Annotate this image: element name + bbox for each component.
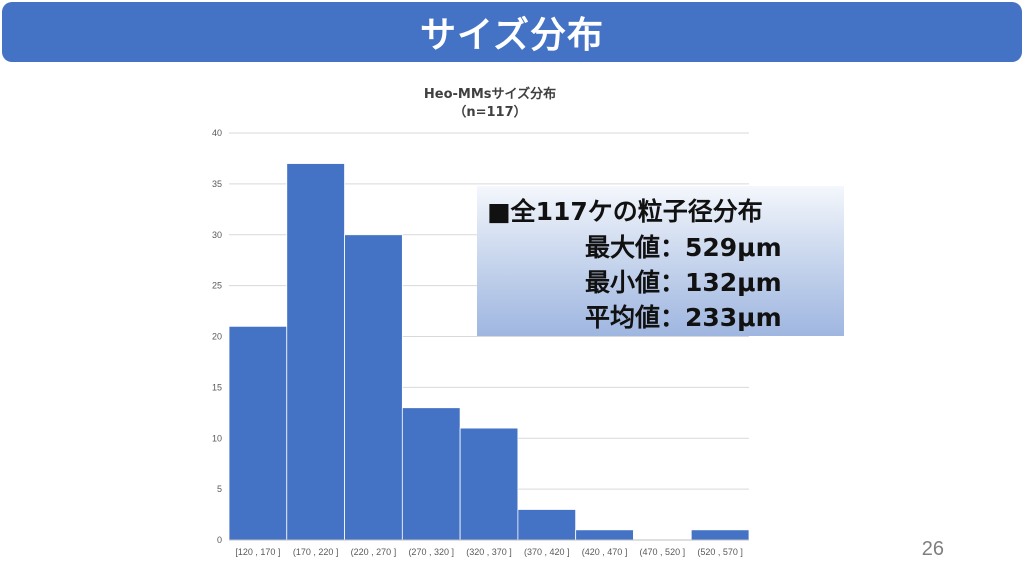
x-category-label: (420 , 470 ] [582,547,628,557]
chart-subtitle: （n=117） [453,105,527,120]
x-category-label: [120 , 170 ] [235,547,280,557]
histogram-bar [517,509,577,541]
y-tick-label: 20 [212,332,222,342]
stats-max: 最大値：529μm [585,233,782,262]
stats-info-box: ■全117ケの粒子径分布 最大値：529μm 最小値：132μm 平均値：233… [477,186,844,336]
slide-title-bar: サイズ分布 [2,2,1022,62]
x-category-label: (320 , 370 ] [466,547,512,557]
histogram-bar [575,529,634,541]
y-tick-label: 35 [212,179,222,189]
x-category-label: (270 , 320 ] [408,547,454,557]
histogram-bar [459,427,519,541]
x-category-label: (170 , 220 ] [293,547,339,557]
histogram-bar [690,529,750,541]
x-category-label: (220 , 270 ] [351,547,397,557]
chart-title: Heo-MMsサイズ分布 [423,87,557,102]
y-tick-label: 30 [212,230,222,240]
stats-mean: 平均値：233μm [585,303,782,332]
stats-heading: ■全117ケの粒子径分布 [487,197,763,226]
y-tick-label: 0 [217,535,222,545]
x-category-label: (370 , 420 ] [524,547,570,557]
slide-title: サイズ分布 [420,15,604,56]
y-tick-label: 10 [212,433,222,443]
chart-title-block: Heo-MMsサイズ分布 （n=117） [380,86,600,122]
page-number: 26 [921,538,944,560]
bar-layer [228,163,750,541]
histogram-bar [344,234,403,541]
histogram-bar [228,325,288,541]
histogram-bar [401,407,461,541]
y-tick-label: 15 [212,382,222,392]
x-category-label: (470 , 520 ] [640,547,686,557]
y-tick-label: 5 [217,484,222,494]
stats-min: 最小値：132μm [585,268,782,297]
histogram-bar [286,163,345,541]
x-category-label: (520 , 570 ] [697,547,743,557]
y-tick-label: 25 [212,281,222,291]
axis-layer: 0 5 10 15 20 25 30 35 40 [120 , 170 ] (170 , 220 ]… [212,128,749,557]
y-tick-label: 40 [212,128,222,138]
